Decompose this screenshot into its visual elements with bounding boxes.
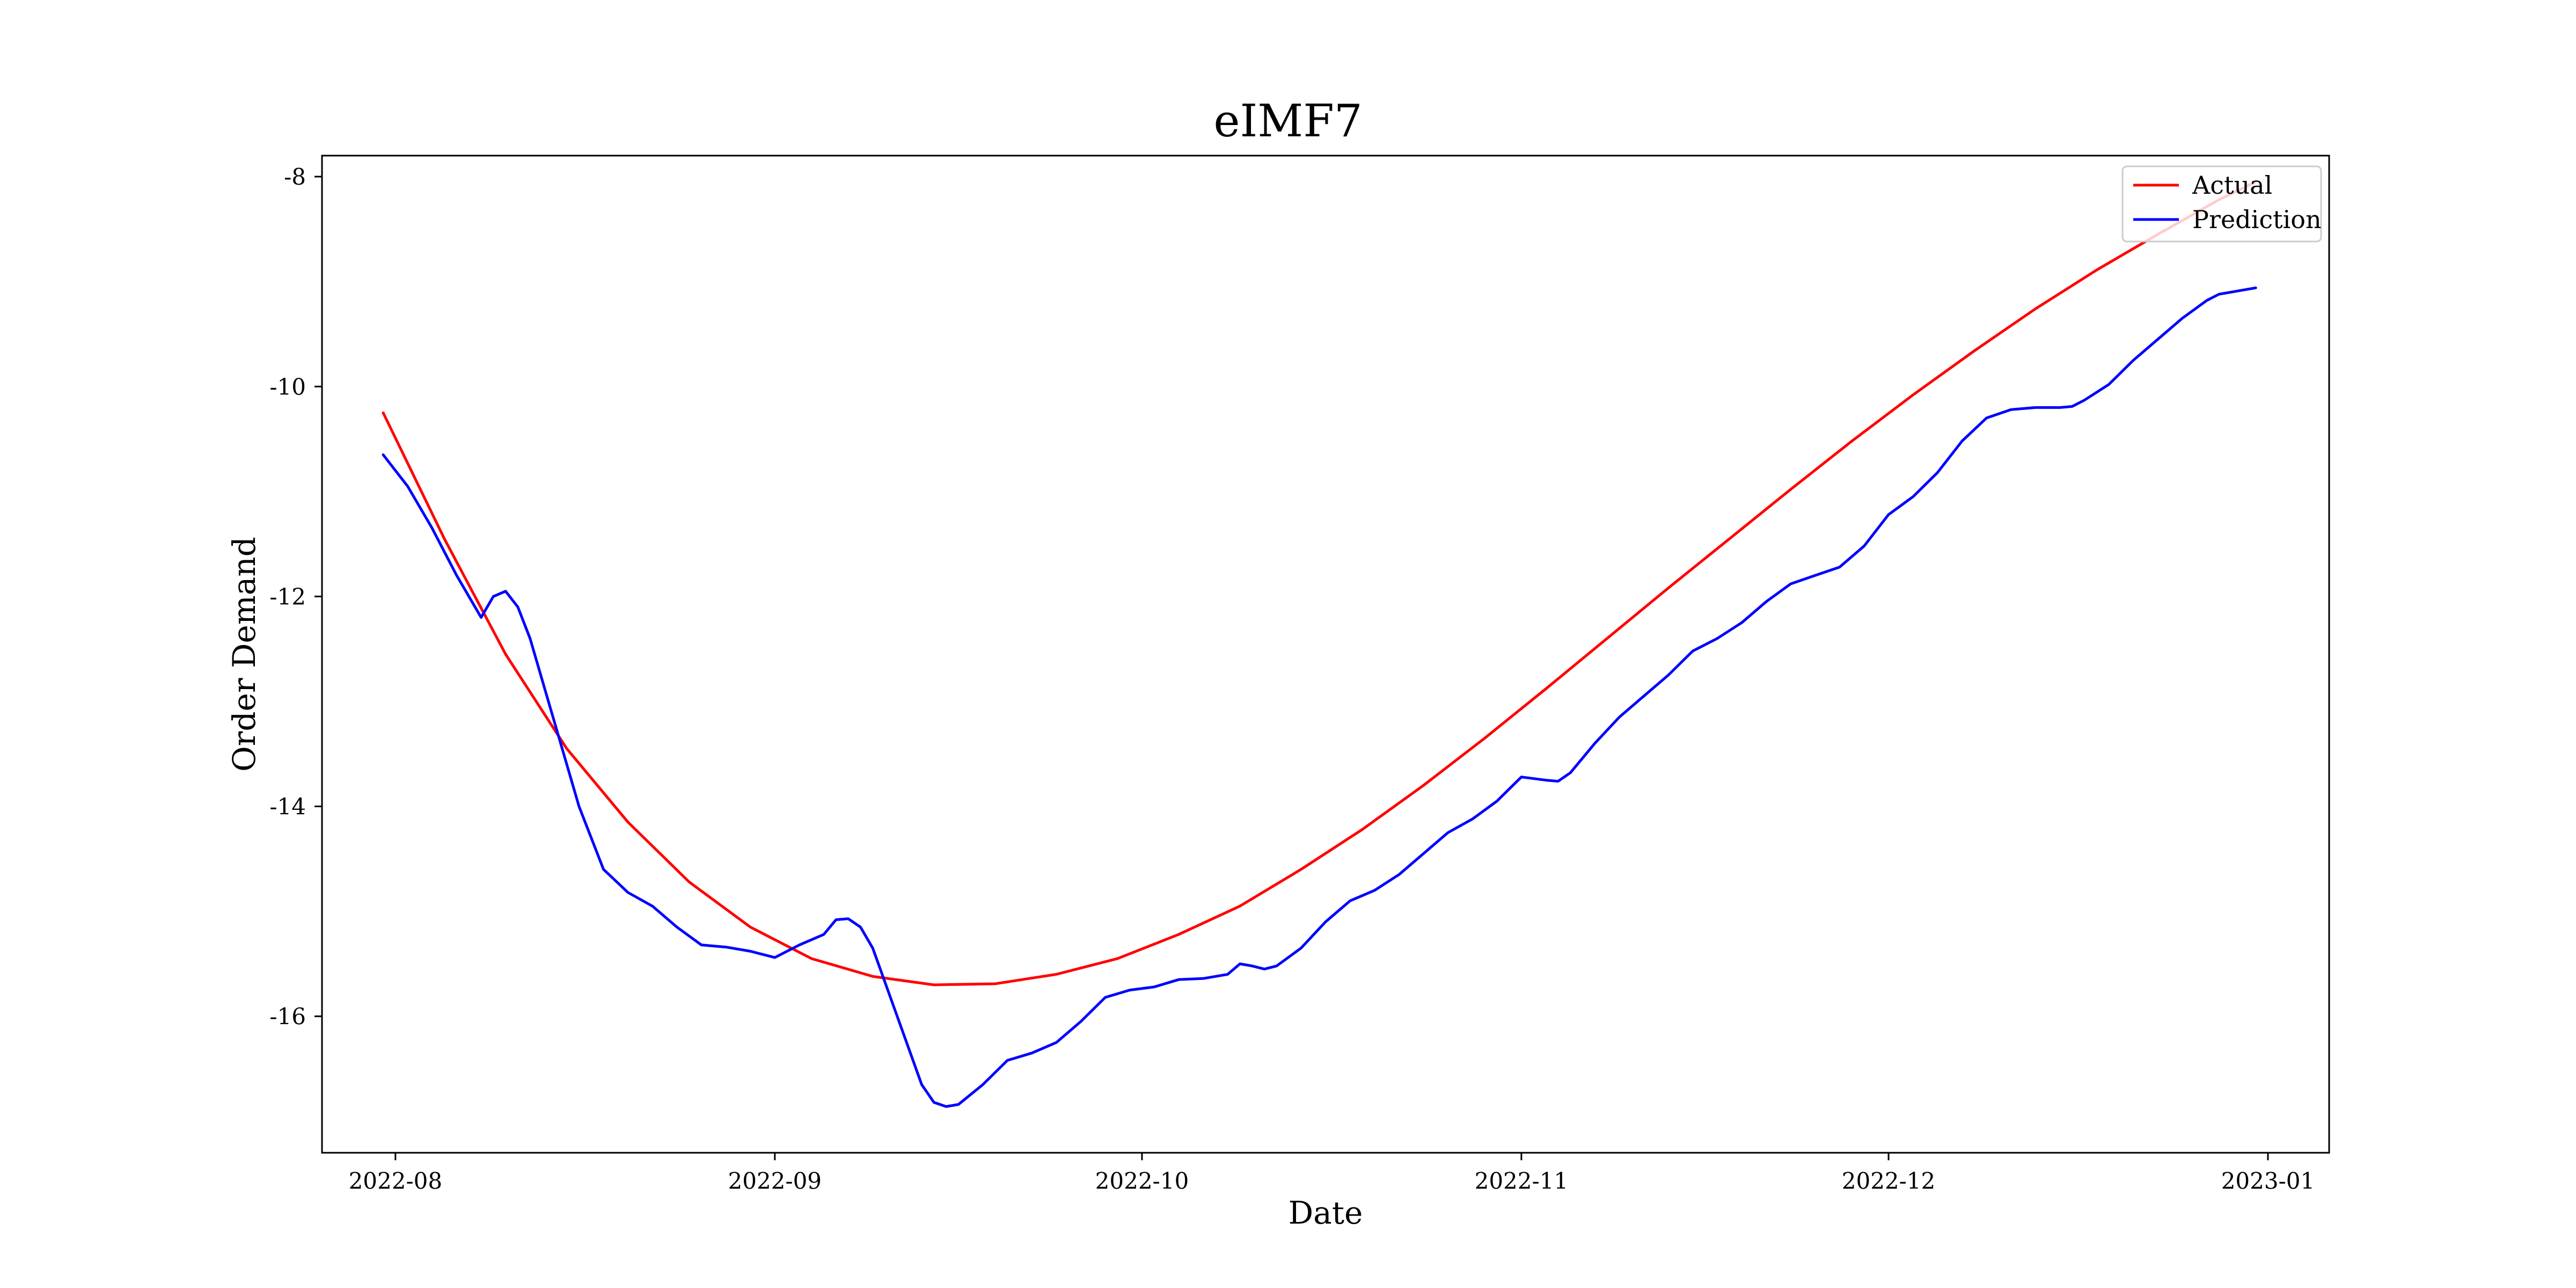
y-axis: -8 -10 -12 -14 -16: [269, 164, 322, 1030]
series-line-actual: [382, 180, 2257, 986]
series-layer: [382, 180, 2257, 1108]
chart-title: eIMF7: [1213, 95, 1362, 147]
x-tick-label: 2022-09: [728, 1168, 822, 1194]
y-tick-label: -16: [269, 1004, 306, 1030]
plot-frame: [321, 155, 2330, 1154]
y-tick-label: -10: [269, 374, 306, 400]
x-tick-label: 2022-11: [1475, 1168, 1569, 1194]
x-axis: 2022-08 2022-09 2022-10 2022-11 2022-12 2023-…: [349, 1153, 2315, 1194]
y-tick-label: -12: [269, 583, 306, 610]
x-tick-label: 2022-12: [1842, 1168, 1936, 1194]
x-axis-label: Date: [1289, 1195, 1363, 1231]
x-tick-label: 2022-08: [349, 1168, 443, 1194]
x-tick-label: 2023-01: [2221, 1168, 2315, 1194]
x-tick-label: 2022-10: [1095, 1168, 1189, 1194]
legend-label-prediction: Prediction: [2192, 205, 2322, 234]
series-line-prediction: [382, 286, 2257, 1108]
y-axis-label: Order Demand: [226, 537, 262, 772]
y-tick-label: -14: [269, 794, 306, 820]
plot-area: [321, 155, 2330, 1154]
legend-label-actual: Actual: [2192, 171, 2272, 200]
y-tick-label: -8: [284, 164, 306, 190]
legend: Actual Prediction: [2121, 165, 2322, 243]
